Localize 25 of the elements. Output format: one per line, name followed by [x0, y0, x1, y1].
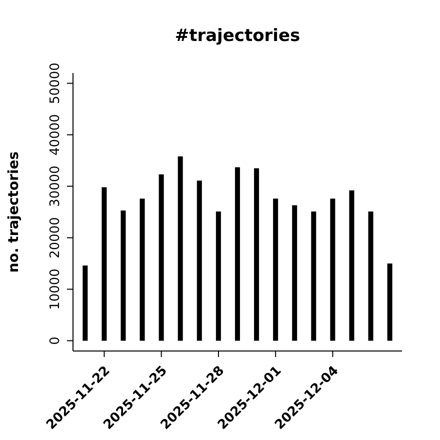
bar: [216, 211, 221, 341]
bar: [196, 180, 202, 341]
bar: [82, 266, 88, 341]
y-tick-label: 20000: [48, 217, 63, 258]
y-tick-label: 50000: [48, 62, 63, 104]
y-tick-label: 10000: [48, 268, 63, 310]
bar: [254, 168, 260, 341]
bar: [140, 198, 145, 341]
bar: [311, 211, 316, 341]
bar: [273, 198, 278, 341]
bar: [120, 210, 126, 341]
bar: [292, 205, 298, 341]
y-tick-label: 0: [48, 336, 63, 345]
bar: [178, 156, 183, 341]
bar: [387, 263, 392, 341]
bar: [368, 211, 374, 341]
y-tick-label: 30000: [48, 166, 63, 207]
bar: [349, 190, 354, 341]
chart-title: #trajectories: [174, 26, 302, 46]
bar: [102, 187, 107, 341]
y-tick-label: 40000: [48, 114, 63, 156]
bar: [234, 167, 240, 341]
bar: [158, 174, 164, 341]
y-axis-title: no. trajectories: [5, 150, 23, 275]
bar: [330, 198, 336, 341]
